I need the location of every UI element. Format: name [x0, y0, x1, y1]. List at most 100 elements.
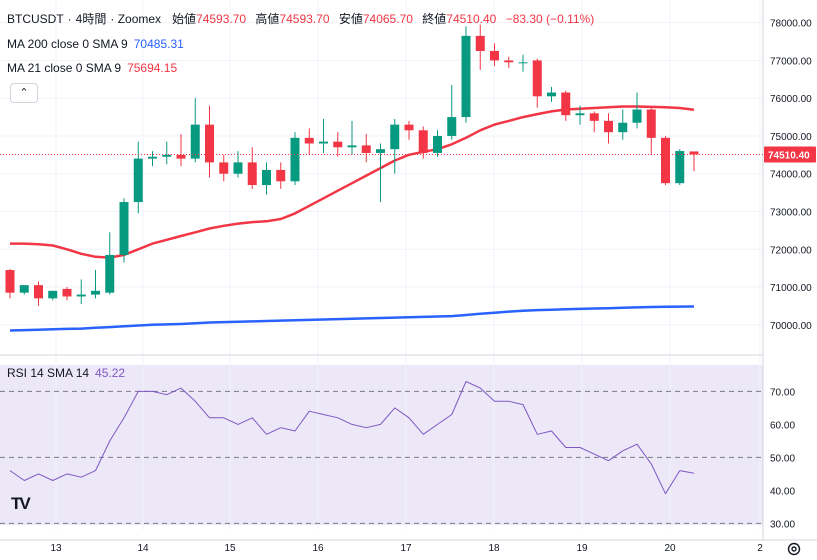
rsi-line [9, 381, 695, 495]
rsi-axis[interactable]: 30.00 40.00 50.00 60.00 70.00 [770, 387, 795, 530]
candle-body [347, 145, 357, 148]
candle-body [276, 169, 286, 182]
candle-body [433, 135, 442, 153]
last-price-tag [764, 146, 816, 163]
gear-icon[interactable] [786, 541, 802, 557]
ma21-legend[interactable]: MA 21 close 0 SMA 9 75694.15 [7, 61, 177, 75]
rsi-series [9, 381, 695, 495]
candle-body [34, 285, 43, 299]
price-tick-label: 76000.00 [770, 94, 812, 105]
high-label: 高値 [255, 12, 280, 26]
price-tick-label: 71000.00 [770, 283, 812, 294]
candle-body [333, 141, 343, 148]
price-tick-label: 74000.00 [770, 170, 812, 181]
symbol-info[interactable]: BTCUSDT · 4時間 · Zoomex [7, 10, 165, 27]
time-tick-label: 15 [224, 543, 236, 554]
rsi-background-band [0, 365, 763, 525]
candle-body [48, 290, 58, 299]
candle-body [604, 120, 613, 133]
rsi-tick-label: 50.00 [770, 453, 795, 464]
candle-body [404, 124, 414, 131]
candle-body [304, 137, 314, 144]
candle-body [262, 169, 271, 186]
rsi-legend[interactable]: RSI 14 SMA 14 45.22 [7, 366, 125, 380]
candle-body [91, 290, 100, 295]
ma21-value: 75694.15 [127, 61, 178, 75]
candle-body [119, 202, 129, 255]
candle-body [689, 151, 699, 155]
ma200-legend[interactable]: MA 200 close 0 SMA 9 70485.31 [7, 37, 184, 51]
ma200-line [9, 305, 695, 332]
price-tick-label: 78000.00 [770, 19, 812, 30]
candle-body [176, 154, 186, 159]
candle-body [632, 109, 642, 123]
time-tick-label: 19 [576, 543, 588, 554]
rsi-reference-lines [0, 390, 763, 524]
open-label: 始値 [172, 12, 197, 26]
candle-body [62, 288, 72, 297]
candle-body [661, 137, 670, 184]
time-axis[interactable]: 13 14 15 16 17 18 19 20 2 [50, 543, 763, 554]
candle-body [447, 117, 457, 136]
ohlc-legend: 始値74593.70 高値74593.70 安値74065.70 終値74510… [172, 10, 600, 27]
time-tick-label: 14 [137, 543, 149, 554]
ma21-label: MA 21 close 0 SMA 9 [7, 61, 122, 75]
low-value: 74065.70 [362, 12, 413, 26]
candle-body [518, 62, 528, 64]
candle-body [76, 294, 86, 297]
rsi-tick-label: 30.00 [770, 519, 795, 530]
candle-body [105, 254, 115, 293]
price-tick-label: 72000.00 [770, 245, 812, 256]
candle-body [5, 270, 15, 293]
candle-body [575, 113, 585, 116]
price-tick-label: 75000.00 [770, 132, 812, 143]
candle-body [319, 141, 328, 144]
close-label: 終値 [422, 12, 447, 26]
candle-body [361, 145, 371, 153]
candle-body [205, 124, 214, 163]
candle-body [589, 113, 599, 121]
rsi-tick-label: 60.00 [770, 420, 795, 431]
exchange: · Zoomex [110, 12, 162, 26]
ma200-value: 70485.31 [133, 37, 184, 51]
candle-body [646, 109, 656, 138]
candle-body [418, 130, 428, 153]
ma200-label: MA 200 close 0 SMA 9 [7, 37, 128, 51]
rsi-tick-label: 70.00 [770, 387, 795, 398]
candle-body [561, 92, 571, 116]
interval: 4時間 [75, 12, 107, 26]
price-tick-label: 70000.00 [770, 321, 812, 332]
candle-body [490, 50, 499, 61]
candle-body [148, 156, 157, 159]
time-tick-label: 16 [312, 543, 324, 554]
candle-body [675, 151, 685, 184]
last-price-marker: 74510.40 [0, 146, 816, 163]
candles [5, 24, 699, 306]
candle-body [19, 285, 29, 293]
candle-body [133, 158, 143, 203]
rsi-value: 45.22 [95, 366, 126, 380]
low-label: 安値 [338, 12, 363, 26]
time-tick-label: 18 [488, 543, 500, 554]
ma200-series [9, 305, 695, 332]
tradingview-logo-icon[interactable]: TV [11, 494, 31, 513]
collapse-legend-button[interactable]: ⌃ [10, 83, 38, 103]
rsi-label: RSI 14 SMA 14 [7, 366, 90, 380]
price-tick-label: 77000.00 [770, 56, 812, 67]
candle-body [219, 162, 229, 174]
time-tick-label: 2 [757, 543, 763, 554]
candle-body [290, 137, 300, 182]
candle-body [390, 124, 400, 150]
close-value: 74510.40 [446, 12, 497, 26]
candle-body [475, 35, 485, 51]
grid [0, 0, 763, 530]
price-tick-label: 73000.00 [770, 207, 812, 218]
candle-body [504, 60, 514, 63]
price-axis[interactable]: 70000.00 71000.00 72000.00 73000.00 74000.00… [770, 19, 812, 332]
candle-body [376, 149, 385, 153]
rsi-tick-label: 40.00 [770, 486, 795, 497]
change-value: −83.30 (−0.11%) [505, 12, 595, 26]
open-value: 74593.70 [196, 12, 247, 26]
candle-body [162, 154, 172, 157]
